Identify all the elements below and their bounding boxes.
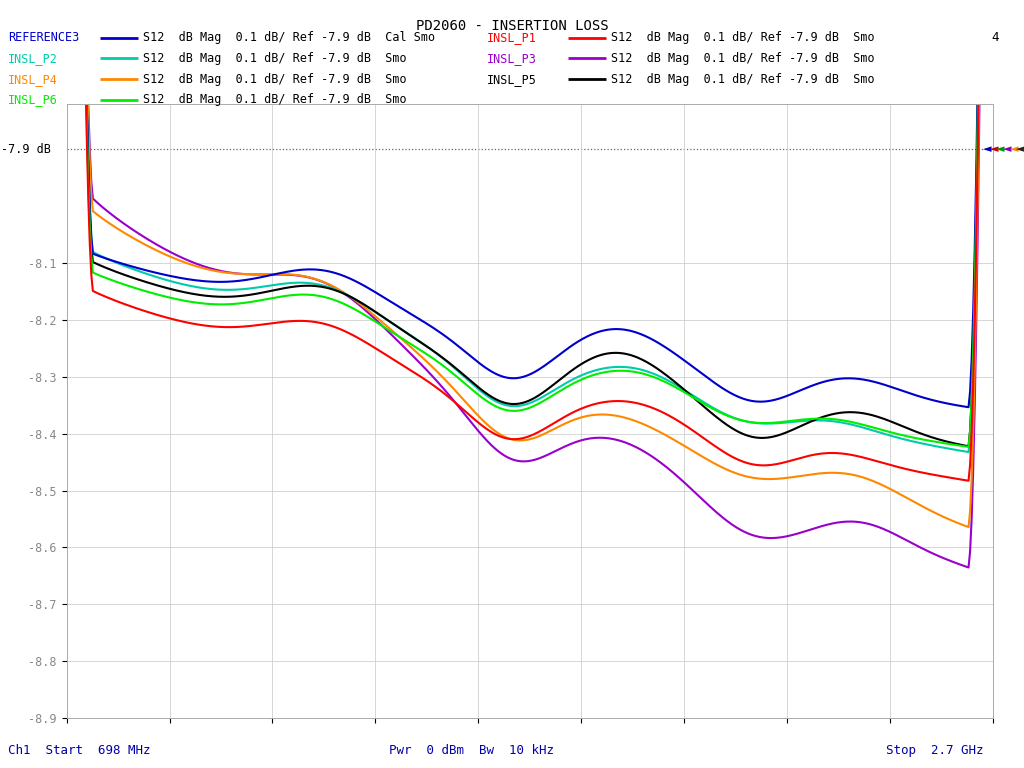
Text: ◄: ◄: [1016, 144, 1024, 154]
Text: PD2060 - INSERTION LOSS: PD2060 - INSERTION LOSS: [416, 19, 608, 33]
Text: REFERENCE3: REFERENCE3: [8, 31, 80, 44]
Text: INSL_P6: INSL_P6: [8, 94, 58, 106]
Text: ◄: ◄: [1002, 144, 1012, 154]
Text: S12  dB Mag  0.1 dB/ Ref -7.9 dB  Smo: S12 dB Mag 0.1 dB/ Ref -7.9 dB Smo: [143, 73, 407, 85]
Text: INSL_P2: INSL_P2: [8, 52, 58, 65]
Text: ◄: ◄: [989, 144, 998, 154]
Text: -7.9 dB: -7.9 dB: [1, 143, 51, 156]
Text: S12  dB Mag  0.1 dB/ Ref -7.9 dB  Smo: S12 dB Mag 0.1 dB/ Ref -7.9 dB Smo: [611, 73, 874, 85]
Text: ◄: ◄: [983, 144, 991, 154]
Text: S12  dB Mag  0.1 dB/ Ref -7.9 dB  Smo: S12 dB Mag 0.1 dB/ Ref -7.9 dB Smo: [611, 31, 874, 44]
Text: ◄: ◄: [1023, 144, 1024, 154]
Text: Ch1  Start  698 MHz: Ch1 Start 698 MHz: [8, 744, 151, 757]
Text: S12  dB Mag  0.1 dB/ Ref -7.9 dB  Smo: S12 dB Mag 0.1 dB/ Ref -7.9 dB Smo: [611, 52, 874, 65]
Text: S12  dB Mag  0.1 dB/ Ref -7.9 dB  Cal Smo: S12 dB Mag 0.1 dB/ Ref -7.9 dB Cal Smo: [143, 31, 435, 44]
Text: ◄: ◄: [996, 144, 1005, 154]
Text: 4: 4: [991, 31, 998, 44]
Text: S12  dB Mag  0.1 dB/ Ref -7.9 dB  Smo: S12 dB Mag 0.1 dB/ Ref -7.9 dB Smo: [143, 52, 407, 65]
Text: Pwr  0 dBm  Bw  10 kHz: Pwr 0 dBm Bw 10 kHz: [389, 744, 554, 757]
Text: Stop  2.7 GHz: Stop 2.7 GHz: [886, 744, 983, 757]
Text: ◄: ◄: [1010, 144, 1018, 154]
Text: INSL_P5: INSL_P5: [486, 73, 537, 85]
Text: INSL_P3: INSL_P3: [486, 52, 537, 65]
Text: INSL_P1: INSL_P1: [486, 31, 537, 44]
Text: S12  dB Mag  0.1 dB/ Ref -7.9 dB  Smo: S12 dB Mag 0.1 dB/ Ref -7.9 dB Smo: [143, 94, 407, 106]
Text: INSL_P4: INSL_P4: [8, 73, 58, 85]
